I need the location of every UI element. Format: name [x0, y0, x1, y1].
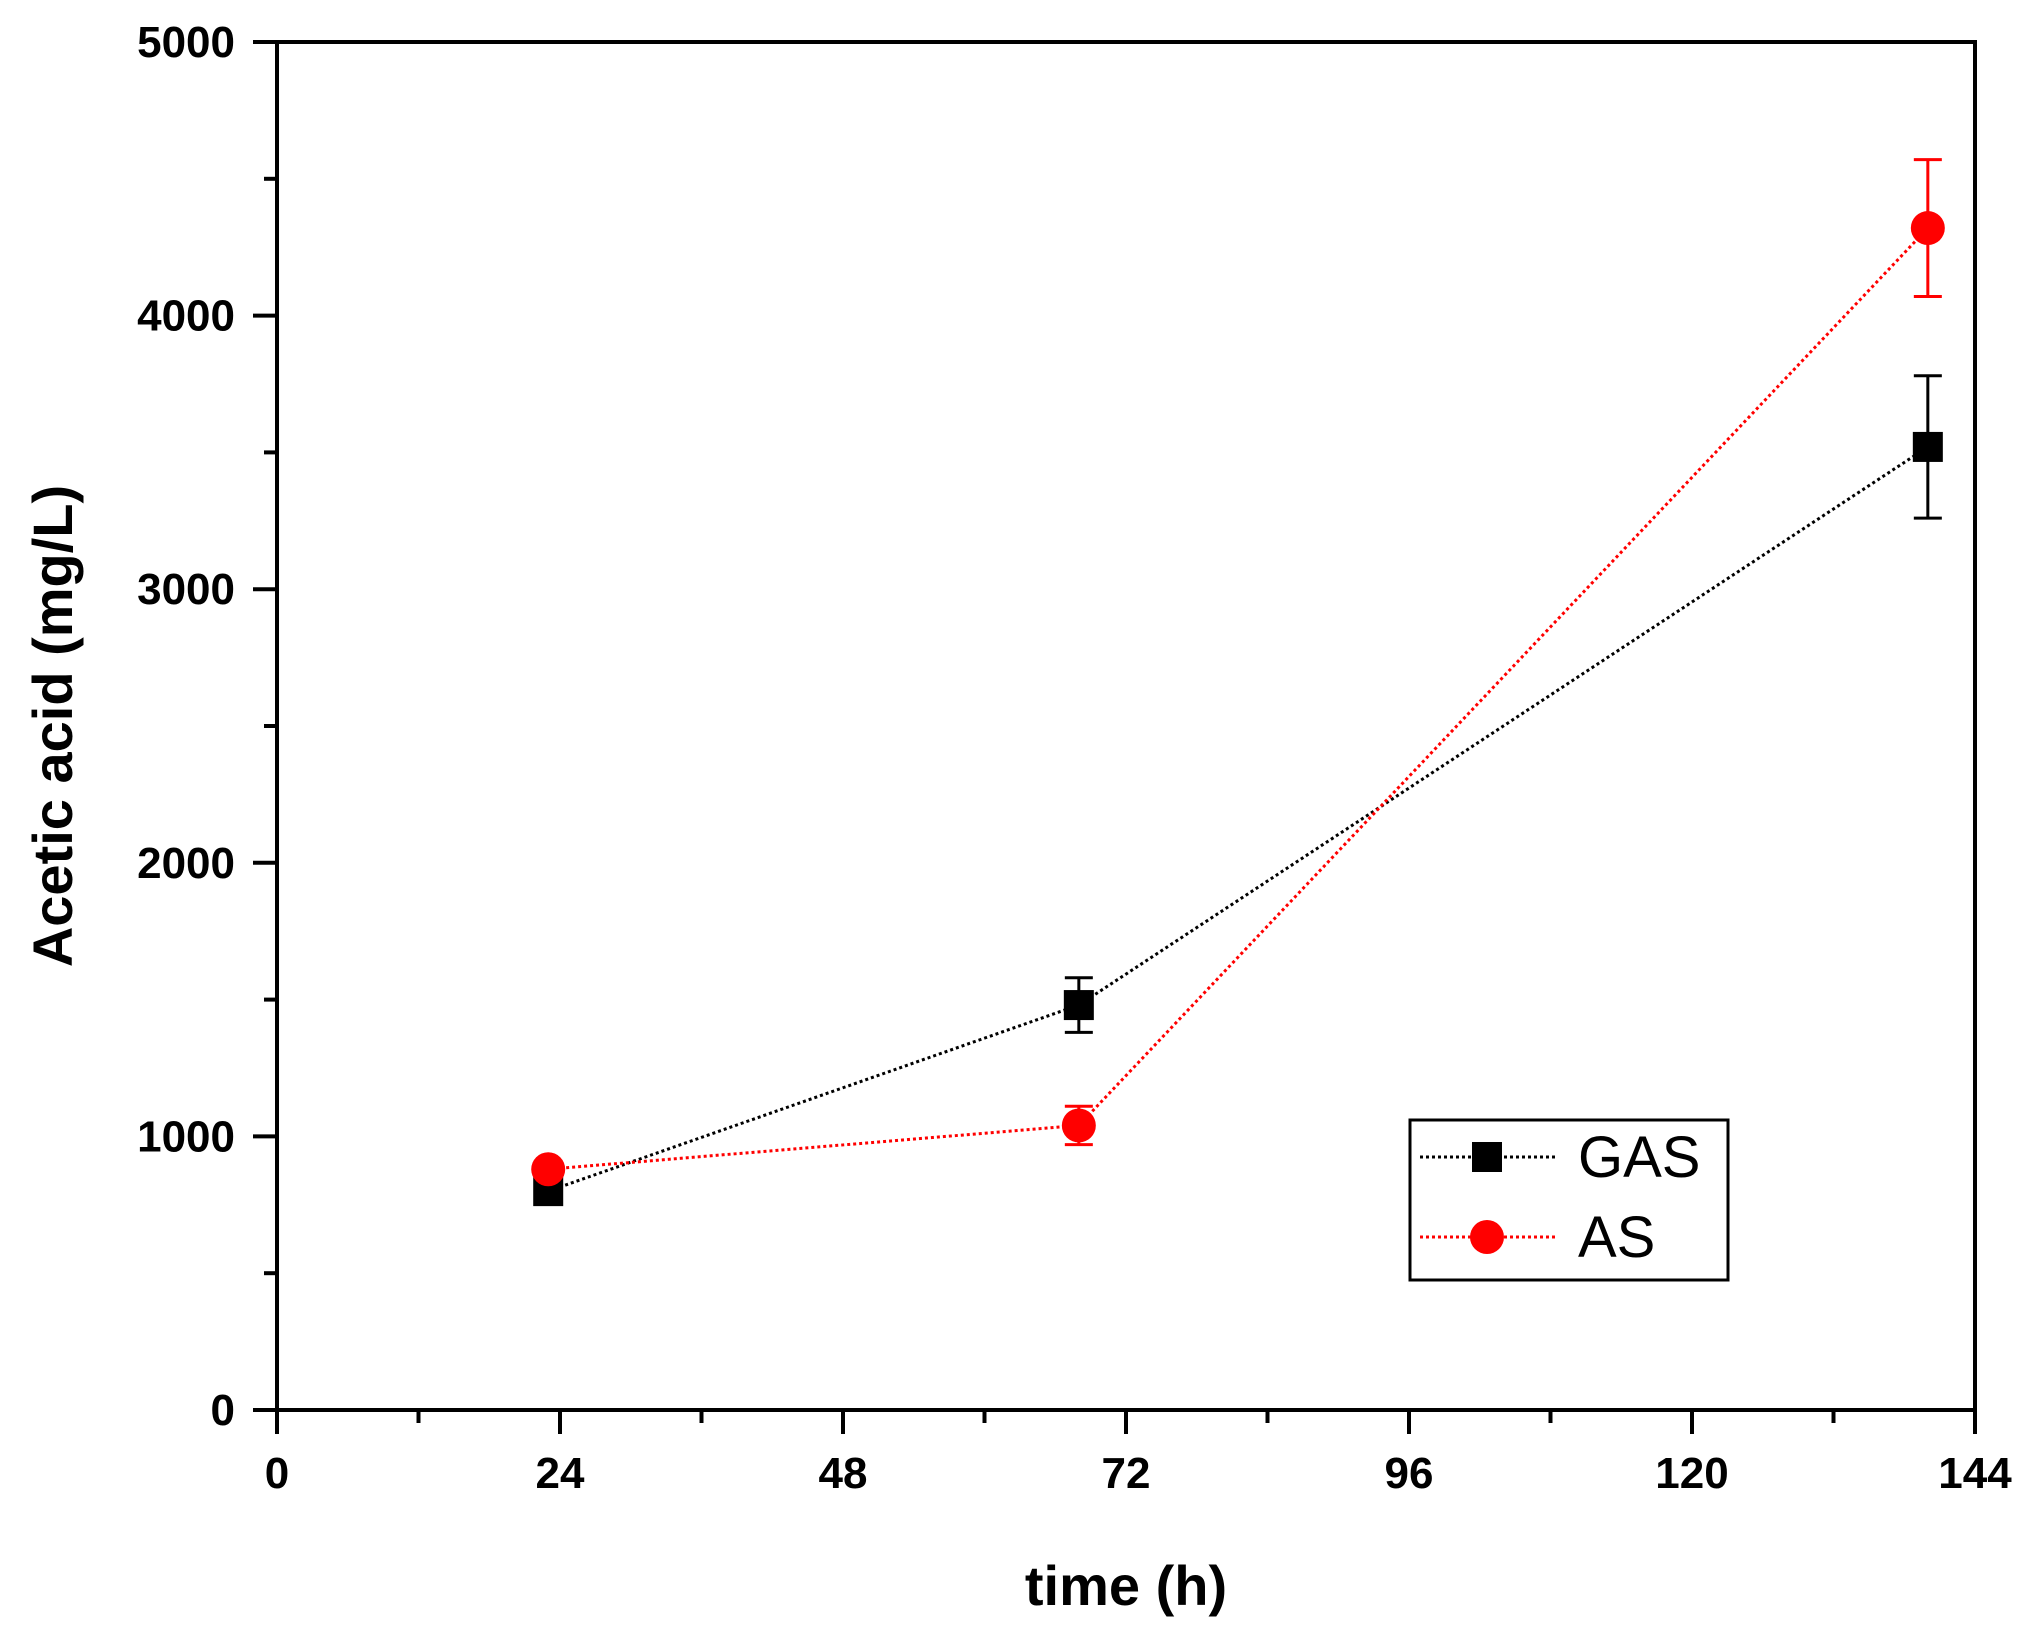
- series-gas-point: [1063, 990, 1094, 1021]
- series-as-point: [1910, 211, 1945, 246]
- y-axis-title: Acetic acid (mg/L): [21, 485, 84, 967]
- legend-marker-gas: [1472, 1142, 1502, 1172]
- y-tick-label: 1000: [137, 1112, 235, 1161]
- y-tick-label: 4000: [137, 292, 235, 341]
- series-gas-line: [547, 445, 1929, 1193]
- y-tick-label: 2000: [137, 839, 235, 888]
- x-tick-label: 96: [1385, 1449, 1434, 1498]
- y-tick-label: 3000: [137, 565, 235, 614]
- series-layer: [531, 158, 1945, 1207]
- x-tick-label: 48: [819, 1449, 868, 1498]
- x-tick-label: 24: [536, 1449, 585, 1498]
- legend-label-gas: GAS: [1578, 1125, 1701, 1190]
- series-as-line: [548, 227, 1929, 1171]
- x-tick-label: 120: [1655, 1449, 1728, 1498]
- legend-box: [1408, 1118, 1730, 1282]
- legend-marker-as: [1470, 1220, 1504, 1254]
- series-as-point: [531, 1152, 566, 1187]
- x-axis-title: time (h): [1025, 1554, 1227, 1617]
- axis-ticks: [253, 40, 1977, 1434]
- x-tick-label: 72: [1102, 1449, 1151, 1498]
- series-as: [531, 158, 1945, 1187]
- legend-label-as: AS: [1578, 1205, 1655, 1270]
- legend: GAS AS: [1408, 1118, 1730, 1282]
- x-tick-label: 0: [265, 1449, 289, 1498]
- series-gas-point: [1912, 431, 1943, 462]
- series-as-point: [1061, 1108, 1096, 1143]
- tick-labels: 0 24 48 72 96 120 144 0 1000 2000 3000 4000 5000: [137, 18, 2012, 1498]
- y-tick-label: 5000: [137, 18, 235, 67]
- x-tick-label: 144: [1938, 1449, 2012, 1498]
- y-tick-label: 0: [211, 1386, 235, 1435]
- series-gas: [533, 374, 1943, 1207]
